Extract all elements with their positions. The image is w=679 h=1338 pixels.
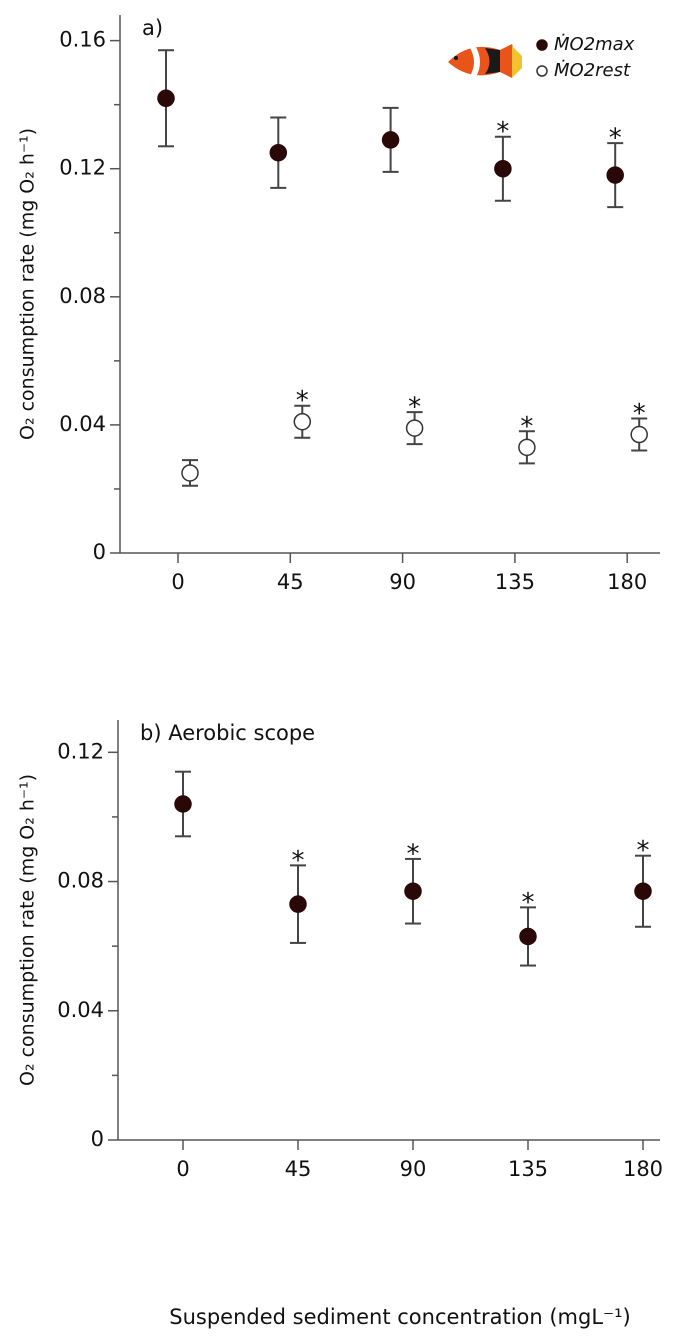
y-tick-label: 0.12 <box>59 156 106 180</box>
x-tick-label: 90 <box>400 1157 427 1181</box>
point <box>606 166 624 184</box>
y-tick-label: 0.12 <box>57 739 104 763</box>
point <box>494 159 512 178</box>
significance-label: * <box>296 386 309 416</box>
x-tick-label: 180 <box>623 1157 663 1181</box>
x-tick-label: 90 <box>389 570 416 594</box>
fish-icon <box>448 44 522 78</box>
x-tick-label: 0 <box>176 1157 189 1181</box>
point <box>518 438 536 457</box>
significance-label: * <box>496 117 509 147</box>
legend-marker <box>536 65 548 77</box>
y-tick-label: 0.08 <box>59 284 106 308</box>
y-tick-label: 0.04 <box>57 998 104 1022</box>
x-tick-label: 135 <box>495 570 535 594</box>
significance-label: * <box>609 124 622 154</box>
significance-label: * <box>637 836 650 866</box>
x-tick-label: 0 <box>171 570 184 594</box>
x-tick-label: 180 <box>607 570 647 594</box>
point <box>289 895 307 913</box>
x-tick-label: 45 <box>277 570 304 594</box>
point <box>404 882 422 900</box>
point <box>634 882 652 900</box>
significance-label: * <box>408 393 421 423</box>
y-tick-label: 0.16 <box>59 28 106 52</box>
y-tick-label: 0 <box>93 540 106 564</box>
significance-label: * <box>407 839 420 869</box>
y-tick-label: 0.08 <box>57 869 104 893</box>
significance-label: * <box>633 399 646 429</box>
point <box>174 795 192 813</box>
legend-marker <box>536 39 548 51</box>
point <box>630 425 648 444</box>
y-tick-label: 0.04 <box>59 412 106 436</box>
panel-title: a) <box>142 16 163 40</box>
significance-label: * <box>292 846 305 876</box>
point <box>269 143 288 162</box>
significance-label: * <box>520 412 533 442</box>
significance-label: * <box>522 888 535 918</box>
point <box>405 419 424 437</box>
y-axis-label: O₂ consumption rate (mg O₂ h⁻¹) <box>17 774 39 1086</box>
point <box>181 464 199 482</box>
x-tick-label: 45 <box>285 1157 312 1181</box>
y-axis-label: O₂ consumption rate (mg O₂ h⁻¹) <box>17 128 39 440</box>
y-tick-label: 0 <box>91 1127 104 1151</box>
panel-title: b) Aerobic scope <box>140 721 315 745</box>
point <box>157 89 175 108</box>
legend-label: ṀO2rest <box>554 60 631 81</box>
point <box>519 927 537 946</box>
point <box>381 131 400 149</box>
x-axis-label: Suspended sediment concentration (mgL⁻¹) <box>169 1305 631 1329</box>
point <box>293 412 312 431</box>
x-tick-label: 135 <box>508 1157 548 1181</box>
legend-label: ṀO2max <box>554 34 635 55</box>
